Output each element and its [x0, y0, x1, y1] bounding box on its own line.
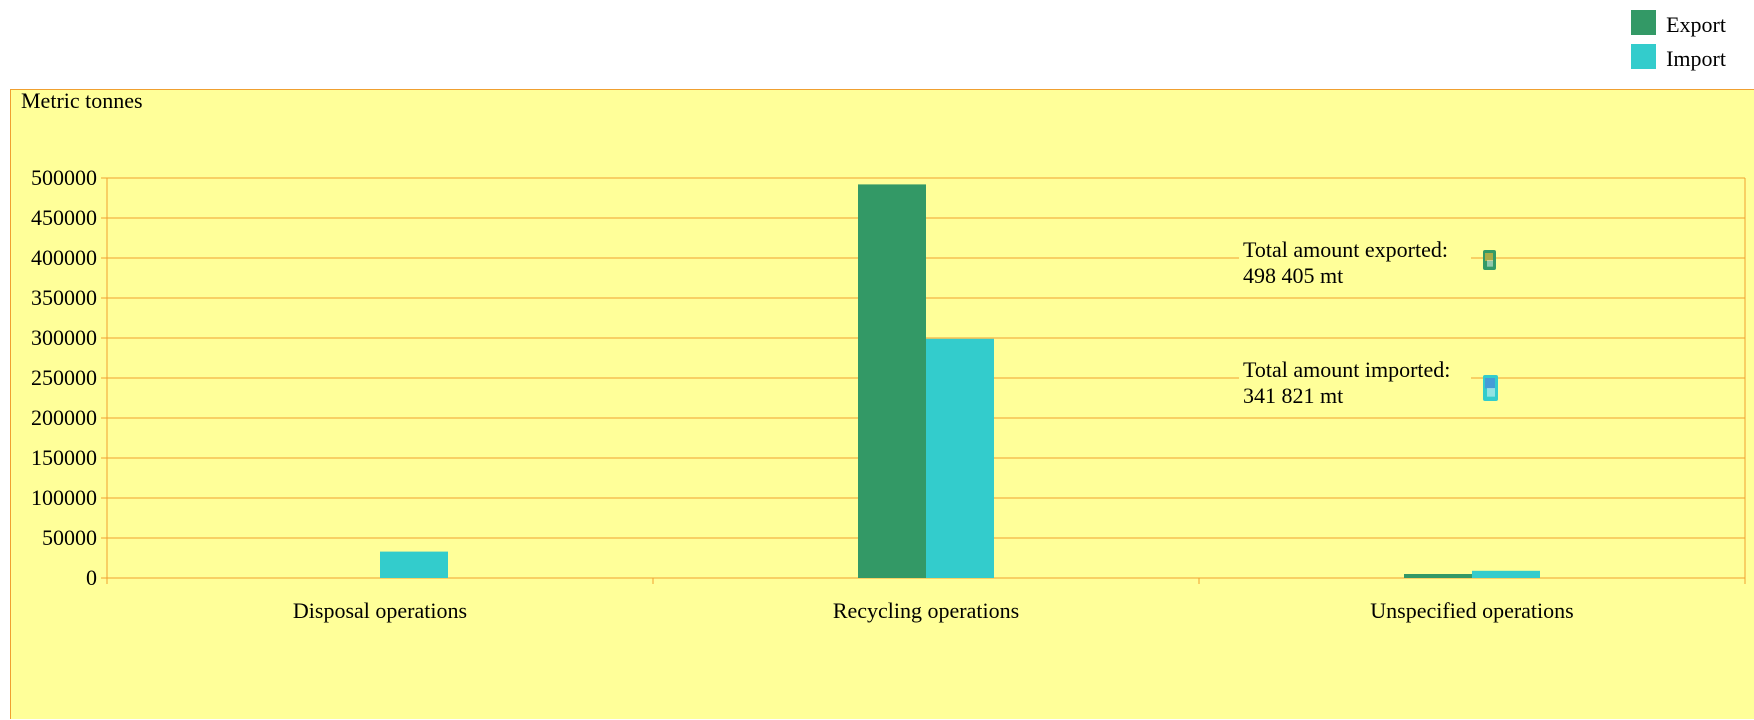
y-tick-label: 400000: [31, 245, 97, 270]
y-tick-label: 300000: [31, 325, 97, 350]
annotation-line1: Total amount exported:: [1243, 237, 1448, 262]
legend-swatch-export: [1631, 9, 1657, 35]
legend-swatch-import: [1631, 43, 1657, 69]
bar-export-2: [1404, 574, 1472, 578]
bar-export-1: [858, 184, 926, 578]
y-tick-label: 0: [86, 565, 97, 590]
bar-chart: Metric tonnes 0 50000 100000 150000 200000 25…: [21, 90, 1746, 623]
annotation-line1: Total amount imported:: [1243, 357, 1450, 382]
bars: [380, 184, 1540, 578]
y-tick-label: 200000: [31, 405, 97, 430]
legend-item-import: Import: [1631, 42, 1726, 76]
y-tick-label: 450000: [31, 205, 97, 230]
bar-import-0: [380, 551, 448, 578]
annotation-box: [1239, 354, 1471, 416]
y-tick-label: 350000: [31, 285, 97, 310]
export-container-icon: [1483, 250, 1496, 270]
legend-label-export: Export: [1666, 12, 1726, 37]
y-tick-label: 100000: [31, 485, 97, 510]
bar-import-2: [1472, 570, 1540, 578]
y-tick-label: 250000: [31, 365, 97, 390]
legend-label-import: Import: [1666, 46, 1726, 71]
x-category-label: Recycling operations: [833, 598, 1019, 623]
legend: Export Import: [1631, 8, 1726, 76]
import-container-icon: [1483, 375, 1498, 401]
annotation-line2: 498 405 mt: [1243, 263, 1343, 288]
legend-item-export: Export: [1631, 8, 1726, 42]
annotations: Total amount exported:498 405 mt Total am…: [1239, 234, 1498, 416]
y-tick-label: 500000: [31, 165, 97, 190]
y-tick-label: 150000: [31, 445, 97, 470]
y-axis-title: Metric tonnes: [21, 90, 143, 113]
labels: 0 50000 100000 150000 200000 250000 300000 3500…: [31, 165, 1574, 623]
x-category-label: Unspecified operations: [1370, 598, 1573, 623]
y-tick-label: 50000: [42, 525, 97, 550]
x-category-label: Disposal operations: [293, 598, 467, 623]
annotation-line2: 341 821 mt: [1243, 383, 1343, 408]
bar-import-1: [926, 338, 994, 578]
annotation-box: [1239, 234, 1471, 296]
plot-area: Metric tonnes 0 50000 100000 150000 200000 25…: [10, 89, 1754, 719]
